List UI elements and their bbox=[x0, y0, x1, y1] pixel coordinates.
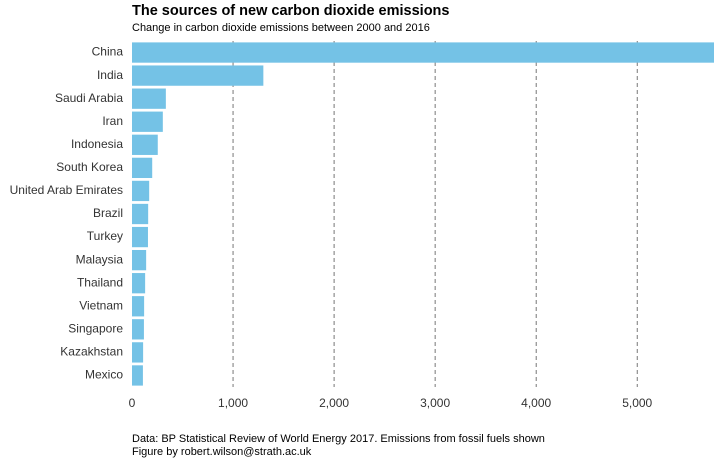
y-tick-label: India bbox=[97, 68, 123, 82]
y-tick-label: Iran bbox=[102, 114, 123, 128]
bar bbox=[132, 65, 264, 86]
y-tick-label: Mexico bbox=[85, 368, 123, 382]
bar bbox=[132, 365, 143, 386]
x-tick-label: 4,000 bbox=[521, 396, 551, 410]
x-tick-label: 0 bbox=[129, 396, 136, 410]
bar bbox=[132, 226, 148, 248]
y-tick-label: Thailand bbox=[77, 275, 123, 289]
y-tick-label: Singapore bbox=[68, 322, 123, 336]
bar bbox=[132, 203, 149, 225]
y-tick-label: Malaysia bbox=[76, 252, 124, 266]
y-tick-label: Kazakhstan bbox=[60, 345, 123, 359]
bar bbox=[132, 157, 153, 179]
y-tick-label: Brazil bbox=[93, 206, 123, 220]
x-tick-label: 3,000 bbox=[420, 396, 450, 410]
bar bbox=[132, 88, 166, 109]
y-tick-label: China bbox=[92, 45, 124, 59]
x-tick-label: 2,000 bbox=[319, 396, 349, 410]
chart-subtitle: Change in carbon dioxide emissions betwe… bbox=[132, 22, 430, 34]
caption: Figure by robert.wilson@strath.ac.uk bbox=[132, 446, 312, 458]
caption: Data: BP Statistical Review of World Ene… bbox=[132, 433, 545, 445]
bar bbox=[132, 42, 714, 63]
bar bbox=[132, 273, 146, 294]
bar bbox=[132, 342, 144, 363]
bar bbox=[132, 319, 144, 340]
y-tick-label: Indonesia bbox=[71, 137, 123, 151]
y-tick-label: Vietnam bbox=[79, 298, 123, 312]
y-tick-label: United Arab Emirates bbox=[10, 183, 123, 197]
bar bbox=[132, 180, 150, 202]
bar bbox=[132, 249, 147, 271]
x-tick-label: 5,000 bbox=[622, 396, 652, 410]
y-tick-label: South Korea bbox=[56, 160, 123, 174]
x-tick-label: 1,000 bbox=[218, 396, 248, 410]
y-tick-label: Turkey bbox=[87, 229, 123, 243]
y-tick-label: Saudi Arabia bbox=[55, 91, 123, 105]
bar bbox=[132, 111, 163, 132]
bar bbox=[132, 296, 145, 317]
chart-title: The sources of new carbon dioxide emissi… bbox=[132, 3, 449, 19]
bar bbox=[132, 134, 158, 155]
